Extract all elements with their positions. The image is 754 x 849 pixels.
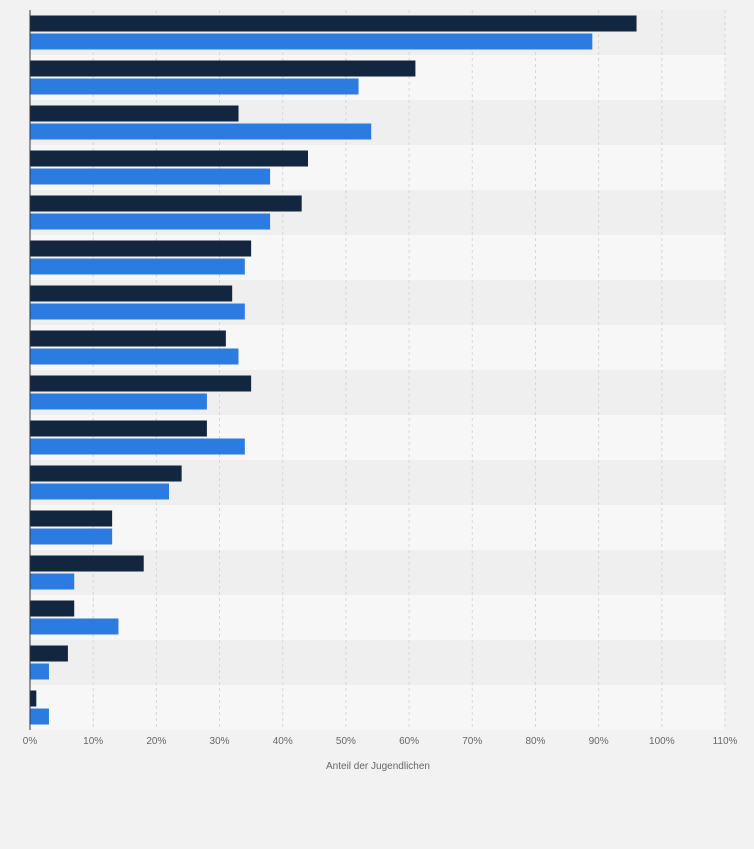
bar — [30, 438, 245, 455]
bar — [30, 420, 207, 437]
category-band — [30, 685, 725, 730]
x-tick-label: 60% — [399, 736, 419, 747]
x-tick-label: 110% — [713, 736, 738, 747]
bar — [30, 510, 113, 527]
bar — [30, 375, 252, 392]
x-axis-ticks: 0% 10% 20% 30% 40% 50% 60% 70% 80% 90% 100% 110% — [23, 736, 738, 747]
bar — [30, 258, 245, 275]
bar — [30, 105, 239, 122]
bar — [30, 483, 169, 500]
bar — [30, 600, 75, 617]
x-tick-label: 0% — [23, 736, 38, 747]
bars — [30, 15, 637, 725]
bar — [30, 123, 372, 140]
bar — [30, 708, 49, 725]
bar — [30, 528, 113, 545]
bar — [30, 78, 359, 95]
bar — [30, 303, 245, 320]
x-tick-label: 10% — [83, 736, 103, 747]
x-tick-label: 90% — [589, 736, 609, 747]
x-tick-label: 70% — [462, 736, 482, 747]
bar — [30, 663, 49, 680]
bar — [30, 285, 233, 302]
x-tick-label: 20% — [146, 736, 166, 747]
bar — [30, 60, 416, 77]
bar — [30, 645, 68, 662]
bar — [30, 690, 37, 707]
bar — [30, 150, 308, 167]
bar — [30, 15, 637, 32]
bar — [30, 348, 239, 365]
category-band — [30, 595, 725, 640]
x-tick-label: 100% — [649, 736, 675, 747]
bar — [30, 555, 144, 572]
x-tick-label: 80% — [525, 736, 545, 747]
x-tick-label: 50% — [336, 736, 356, 747]
x-tick-label: 30% — [210, 736, 230, 747]
bar — [30, 573, 75, 590]
category-band — [30, 550, 725, 595]
category-band — [30, 640, 725, 685]
category-band — [30, 505, 725, 550]
bar — [30, 33, 593, 50]
x-axis-title: Anteil der Jugendlichen — [326, 761, 430, 772]
bar — [30, 330, 226, 347]
bar — [30, 240, 252, 257]
x-tick-label: 40% — [273, 736, 293, 747]
bar — [30, 195, 302, 212]
bar — [30, 465, 182, 482]
bar — [30, 393, 207, 410]
bar — [30, 618, 119, 635]
bar — [30, 168, 271, 185]
bar — [30, 213, 271, 230]
